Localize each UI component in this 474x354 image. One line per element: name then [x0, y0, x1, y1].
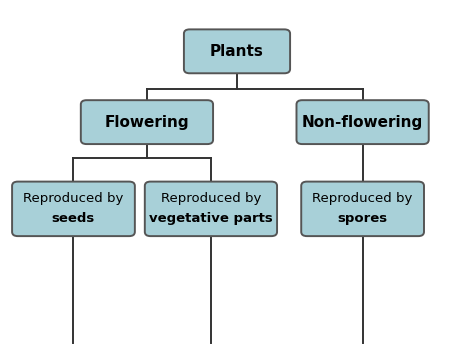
FancyBboxPatch shape	[296, 100, 428, 144]
Text: Reproduced by: Reproduced by	[312, 193, 413, 205]
Text: Plants: Plants	[210, 44, 264, 59]
FancyBboxPatch shape	[12, 182, 135, 236]
Text: seeds: seeds	[52, 212, 95, 225]
FancyBboxPatch shape	[145, 182, 277, 236]
Text: spores: spores	[337, 212, 388, 225]
Text: Non-flowering: Non-flowering	[302, 115, 423, 130]
FancyBboxPatch shape	[184, 29, 290, 73]
FancyBboxPatch shape	[301, 182, 424, 236]
Text: Flowering: Flowering	[105, 115, 189, 130]
Text: Reproduced by: Reproduced by	[161, 193, 261, 205]
Text: vegetative parts: vegetative parts	[149, 212, 273, 225]
Text: Reproduced by: Reproduced by	[23, 193, 124, 205]
FancyBboxPatch shape	[81, 100, 213, 144]
